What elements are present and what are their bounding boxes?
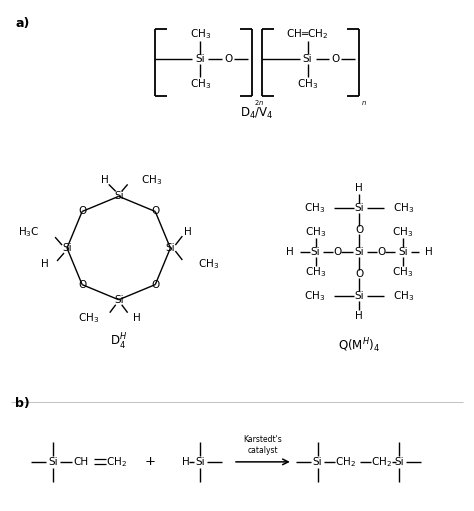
- Text: a): a): [15, 17, 30, 30]
- Text: H$_3$C: H$_3$C: [18, 225, 39, 239]
- Text: Si: Si: [355, 291, 364, 301]
- Text: Si: Si: [313, 457, 322, 467]
- Text: H: H: [133, 313, 140, 322]
- Text: H: H: [356, 183, 363, 193]
- Text: O: O: [224, 54, 232, 64]
- Text: CH$_2$: CH$_2$: [106, 455, 127, 469]
- Text: O: O: [377, 247, 385, 257]
- Text: CH$_3$: CH$_3$: [78, 311, 99, 324]
- Text: Si: Si: [195, 457, 205, 467]
- Text: Si: Si: [398, 247, 408, 257]
- Text: CH$_3$: CH$_3$: [305, 225, 326, 239]
- Text: Si: Si: [355, 203, 364, 213]
- Text: H: H: [41, 259, 49, 269]
- Text: O: O: [78, 206, 86, 217]
- Text: Si: Si: [114, 295, 124, 305]
- Text: CH$_2$: CH$_2$: [335, 455, 356, 469]
- Text: Si: Si: [114, 191, 124, 201]
- Text: Si: Si: [165, 243, 175, 253]
- Text: CH$_3$: CH$_3$: [392, 265, 414, 279]
- Text: Si: Si: [303, 54, 312, 64]
- Text: Q(M$^H$)$_4$: Q(M$^H$)$_4$: [338, 336, 380, 355]
- Text: b): b): [15, 397, 30, 410]
- Text: H: H: [425, 247, 433, 257]
- Text: CH$_3$: CH$_3$: [190, 77, 211, 91]
- Text: O: O: [151, 206, 159, 217]
- Text: CH$_3$: CH$_3$: [393, 289, 414, 303]
- Text: CH$_3$: CH$_3$: [141, 174, 162, 188]
- Text: O: O: [331, 54, 339, 64]
- Text: CH$_3$: CH$_3$: [304, 201, 326, 215]
- Text: D$_4^H$: D$_4^H$: [110, 332, 128, 352]
- Text: Si: Si: [355, 247, 364, 257]
- Text: D$_4$/V$_4$: D$_4$/V$_4$: [240, 106, 273, 121]
- Text: H: H: [184, 227, 192, 237]
- Text: O: O: [78, 280, 86, 290]
- Text: H: H: [101, 175, 109, 185]
- Text: CH$_3$: CH$_3$: [393, 201, 414, 215]
- Text: $_{2n}$: $_{2n}$: [254, 98, 264, 108]
- Text: CH$_3$: CH$_3$: [198, 257, 219, 271]
- Text: O: O: [333, 247, 342, 257]
- Text: Si: Si: [311, 247, 320, 257]
- Text: CH: CH: [73, 457, 89, 467]
- Text: Karstedt's
catalyst: Karstedt's catalyst: [244, 435, 282, 455]
- Text: $_n$: $_n$: [361, 98, 367, 108]
- Text: CH$_3$: CH$_3$: [305, 265, 326, 279]
- Text: H: H: [182, 457, 190, 467]
- Text: Si: Si: [62, 243, 72, 253]
- Text: CH$_3$: CH$_3$: [190, 27, 211, 41]
- Text: Si: Si: [48, 457, 58, 467]
- Text: +: +: [145, 455, 156, 469]
- Text: CH$_3$: CH$_3$: [297, 77, 318, 91]
- Text: H: H: [356, 311, 363, 321]
- Text: CH═CH$_2$: CH═CH$_2$: [286, 27, 329, 41]
- Text: CH$_2$: CH$_2$: [371, 455, 392, 469]
- Text: Si: Si: [394, 457, 404, 467]
- Text: O: O: [151, 280, 159, 290]
- Text: Si: Si: [195, 54, 205, 64]
- Text: H: H: [286, 247, 294, 257]
- Text: O: O: [355, 225, 364, 235]
- Text: O: O: [355, 269, 364, 279]
- Text: CH$_3$: CH$_3$: [304, 289, 326, 303]
- Text: CH$_3$: CH$_3$: [392, 225, 414, 239]
